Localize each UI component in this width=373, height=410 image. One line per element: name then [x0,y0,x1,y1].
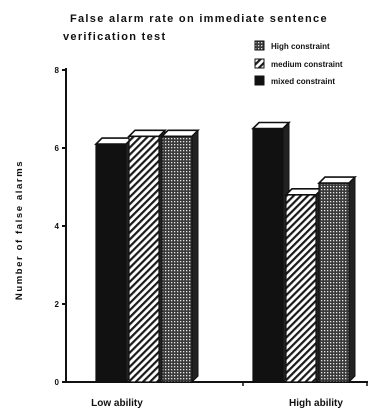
x-axis [66,381,368,386]
y-tick-label: 2 [55,300,60,309]
legend-item: High constraint [254,40,330,51]
legend-label: High constraint [271,42,330,51]
legend: High constraint medium constraint mixed co… [254,40,343,86]
legend-item: medium constraint [254,58,343,69]
bar [317,175,357,384]
y-tick-label: 0 [55,378,60,387]
y-axis: 0 2 4 6 8 [55,66,67,387]
legend-swatch [254,58,265,69]
bar [251,121,291,384]
bar [284,187,324,384]
category-label: High ability [289,398,343,409]
legend-swatch [254,40,265,51]
legend-label: mixed constraint [271,77,335,86]
y-tick-label: 4 [55,222,60,231]
bar [94,136,134,384]
category-label: Low ability [91,398,143,409]
bars [94,121,357,384]
title-line-1: False alarm rate on immediate sentence [70,13,328,25]
y-tick-label: 8 [55,66,60,75]
legend-label: medium constraint [271,60,343,69]
legend-swatch [254,75,265,86]
category-labels: Low ability High ability [91,398,343,409]
bar [160,129,200,384]
y-tick-label: 6 [55,144,60,153]
legend-item: mixed constraint [254,75,335,86]
bar [127,129,167,384]
y-axis-label: Number of false alarms [14,160,25,300]
chart-title: False alarm rate on immediate sentence v… [63,13,328,43]
title-line-2: verification test [63,31,166,43]
